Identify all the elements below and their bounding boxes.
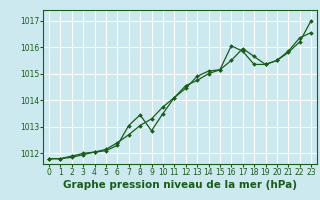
X-axis label: Graphe pression niveau de la mer (hPa): Graphe pression niveau de la mer (hPa) xyxy=(63,180,297,190)
